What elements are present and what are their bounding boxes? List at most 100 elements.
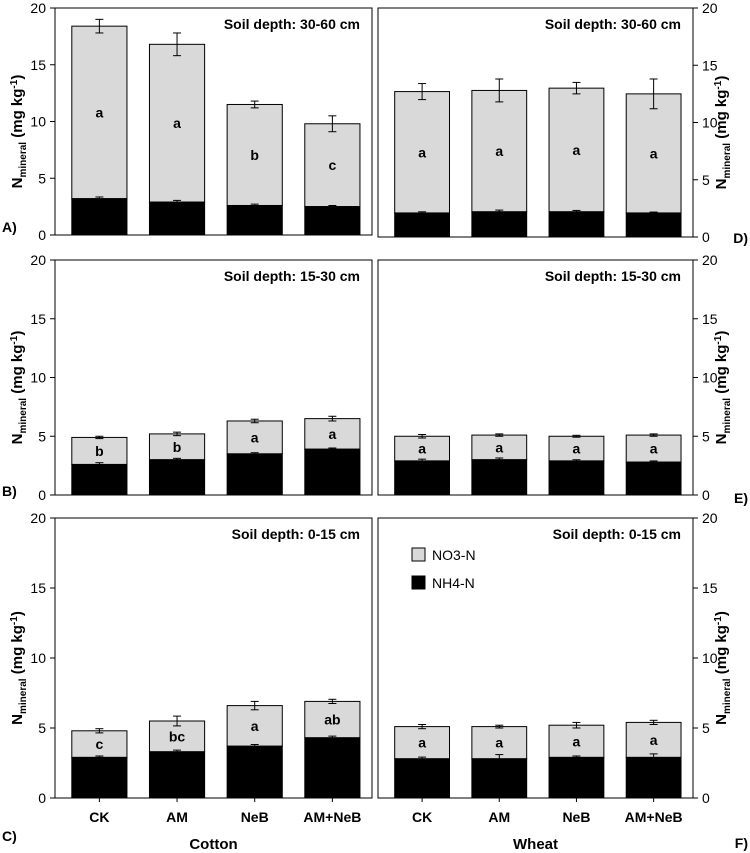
- x-tick-label: AM: [488, 809, 510, 825]
- letter-no3: a: [573, 441, 581, 457]
- letter-no3: a: [573, 733, 581, 749]
- panel-title: Soil depth: 30-60 cm: [545, 16, 681, 32]
- x-tick-label: CK: [412, 809, 432, 825]
- y-tick-label: 10: [702, 650, 718, 666]
- panel-c: 0 5 10 15 20 Nmineral (mg kg-1) Soil depth: 0-…: [2, 510, 373, 853]
- y-tick-label: 10: [702, 370, 718, 386]
- letter-nh4: d: [95, 770, 104, 786]
- legend-swatch: [411, 547, 426, 562]
- letter-nh4: a: [573, 470, 581, 486]
- letter-no3: c: [95, 736, 103, 752]
- crop-label: Wheat: [513, 836, 558, 853]
- bar-nh4: [148, 201, 206, 236]
- panel-title: Soil depth: 15-30 cm: [545, 268, 681, 284]
- y-tick-label: 5: [38, 720, 46, 736]
- letter-no3: bc: [169, 728, 186, 744]
- panel-title: Soil depth: 15-30 cm: [224, 268, 360, 284]
- panel-letter: D): [733, 230, 748, 246]
- letter-no3: b: [95, 443, 104, 459]
- bar-nh4: [394, 212, 451, 238]
- y-tick-label: 0: [702, 790, 710, 806]
- bar-no3: [304, 700, 361, 739]
- y-tick-label: 0: [38, 227, 46, 243]
- bar-no3: [625, 93, 682, 214]
- letter-no3: a: [418, 144, 426, 160]
- y-axis-title: Nmineral (mg kg-1): [713, 76, 733, 190]
- y-tick-label: 15: [702, 311, 718, 327]
- y-tick-label: 5: [38, 428, 46, 444]
- panel-letter: E): [734, 490, 748, 506]
- bar-nh4: [226, 204, 283, 236]
- bar-no3: [226, 420, 283, 455]
- letter-nh4: a: [418, 770, 426, 786]
- x-tick-label: NeB: [241, 809, 269, 825]
- x-tick-label: AM: [166, 809, 188, 825]
- letter-nh4: a: [418, 217, 426, 233]
- bar-nh4: [471, 459, 528, 496]
- bar-nh4: [394, 758, 451, 799]
- y-tick-label: 10: [702, 115, 718, 131]
- letter-nh4: b: [173, 469, 182, 485]
- bar-no3: [625, 434, 682, 463]
- y-axis-title: Nmineral (mg kg-1): [713, 331, 733, 445]
- letter-no3: a: [650, 441, 658, 457]
- x-tick-label: AM+NeB: [625, 809, 683, 825]
- y-axis-title: Nmineral (mg kg-1): [713, 611, 733, 725]
- panel-a: 0 5 10 15 20 Nmineral (mg kg-1) Soil depth: 30…: [2, 0, 373, 243]
- bar-nh4: [71, 756, 128, 799]
- letter-nh4: a: [495, 770, 503, 786]
- letter-nh4: a: [495, 469, 503, 485]
- letter-nh4: b: [250, 764, 259, 780]
- legend: NO3-N NH4-N: [411, 547, 476, 591]
- y-tick-label: 5: [702, 428, 710, 444]
- bar-no3: [226, 103, 283, 206]
- y-tick-label: 0: [702, 487, 710, 503]
- crop-label: Cotton: [189, 836, 237, 853]
- letter-nh4: a: [328, 464, 336, 480]
- bar-nh4: [304, 737, 361, 799]
- letter-nh4: a: [573, 770, 581, 786]
- letter-no3: a: [173, 115, 181, 131]
- letter-no3: b: [173, 439, 182, 455]
- letter-no3: a: [495, 439, 503, 455]
- letter-nh4: a: [650, 770, 658, 786]
- bar-nh4: [548, 756, 605, 799]
- bar-nh4: [625, 461, 682, 496]
- letter-nh4: b: [173, 211, 182, 227]
- letter-nh4: a: [650, 217, 658, 233]
- panel-title: Soil depth: 30-60 cm: [224, 16, 360, 32]
- letter-no3: a: [251, 718, 259, 734]
- letter-no3: a: [328, 426, 336, 442]
- panel-d: 0 5 10 15 20 Nmineral (mg kg-1) Soil depth: 30…: [377, 0, 748, 246]
- y-axis-title: Nmineral (mg kg-1): [9, 331, 29, 445]
- letter-nh4: a: [418, 470, 426, 486]
- panel-letter: B): [2, 483, 17, 499]
- bar-nh4: [71, 198, 128, 236]
- letter-nh4: c: [173, 767, 181, 783]
- panel-letter: A): [2, 219, 17, 235]
- letter-nh4: a: [328, 760, 336, 776]
- panel-title: Soil depth: 0-15 cm: [232, 526, 360, 542]
- y-tick-label: 20: [702, 510, 718, 526]
- letter-nh4: a: [495, 216, 503, 232]
- panel-f: 0 5 10 15 20 Nmineral (mg kg-1) Soil depth: 0-…: [377, 510, 748, 853]
- y-axis-title: Nmineral (mg kg-1): [9, 75, 29, 189]
- y-tick-label: 10: [30, 370, 46, 386]
- panel-title: Soil depth: 0-15 cm: [553, 526, 681, 542]
- bar-no3: [148, 43, 206, 203]
- y-tick-label: 15: [702, 57, 718, 73]
- panel-letter: C): [2, 828, 17, 844]
- bar-nh4: [394, 460, 451, 496]
- x-tick-label: CK: [89, 809, 109, 825]
- bar-nh4: [471, 211, 528, 238]
- legend-label: NH4-N: [432, 575, 475, 591]
- y-tick-label: 15: [30, 57, 46, 73]
- y-tick-label: 10: [30, 650, 46, 666]
- bar-nh4: [304, 206, 361, 236]
- x-tick-label: AM+NeB: [303, 809, 361, 825]
- y-tick-label: 20: [702, 252, 718, 268]
- y-tick-label: 15: [702, 580, 718, 596]
- letter-no3: a: [495, 143, 503, 159]
- letter-no3: a: [650, 145, 658, 161]
- bar-nh4: [625, 756, 682, 799]
